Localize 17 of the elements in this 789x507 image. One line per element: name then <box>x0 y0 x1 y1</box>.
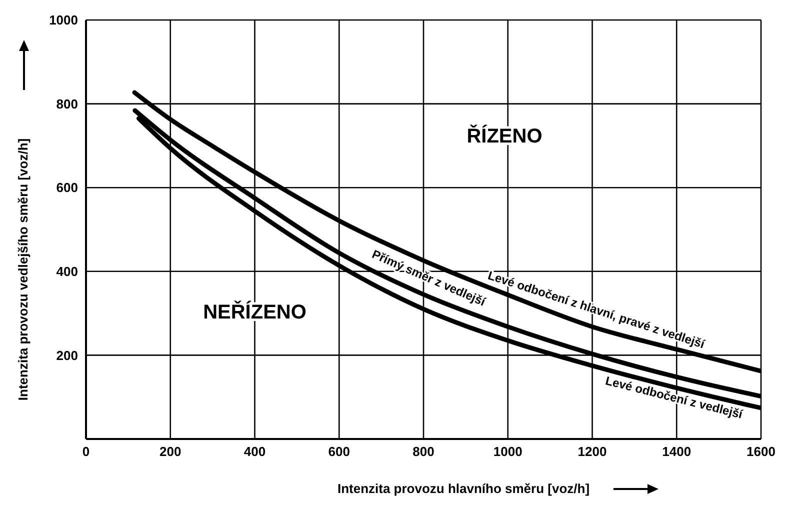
x-tick-label: 400 <box>244 444 266 460</box>
x-tick-label: 1200 <box>578 444 607 460</box>
x-tick-label: 800 <box>412 444 434 460</box>
x-tick-label: 600 <box>328 444 350 460</box>
x-tick-label: 0 <box>82 444 90 460</box>
y-tick-label: 400 <box>56 264 78 280</box>
y-tick-label: 800 <box>56 96 78 112</box>
y-tick-label: 1000 <box>49 12 78 28</box>
y-tick-label: 200 <box>56 348 78 363</box>
x-tick-label: 1400 <box>662 444 692 460</box>
y-tick-label: 600 <box>56 180 78 196</box>
x-tick-label: 200 <box>160 444 182 460</box>
x-tick-label: 1600 <box>746 444 776 460</box>
x-axis-title: Intenzita provozu hlavního směru [voz/h] <box>337 481 590 496</box>
x-tick-label: 1000 <box>493 444 522 460</box>
y-axis-title: Intenzita provozu vedlejšího směru [voz/h] <box>15 138 30 401</box>
text: Levé odbočení z vedlejší <box>604 374 745 422</box>
